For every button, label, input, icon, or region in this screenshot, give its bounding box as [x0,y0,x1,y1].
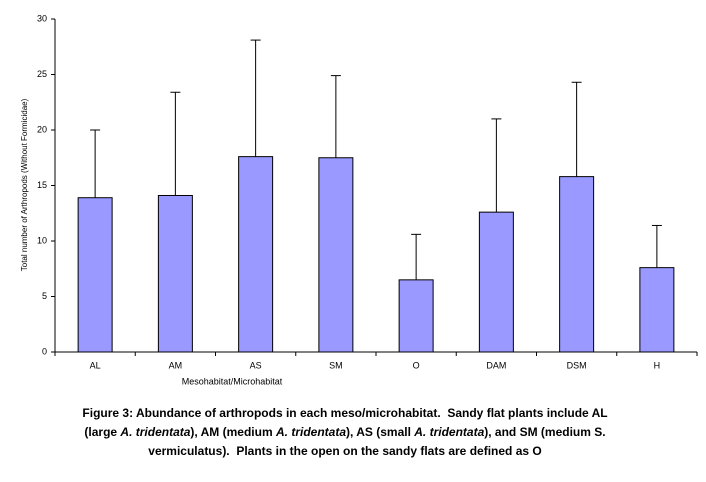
bar [77,197,113,353]
bar [238,156,274,353]
x-tick-label: AM [169,360,183,370]
error-bar [411,233,422,280]
y-tick-label: 15 [37,180,47,190]
error-bar [491,118,502,213]
caption-line: vermiculatus). Plants in the open on the… [0,442,690,461]
x-tick-label: AS [250,360,262,370]
bar [478,211,514,353]
caption-line: (large A. tridentata), AM (medium A. tri… [0,423,690,442]
bar [318,157,354,353]
caption-text: Figure 3: Abundance of arthropods in eac… [82,406,608,420]
y-tick-label: 0 [42,346,47,356]
caption-text: ), and SM (medium S. [484,425,606,439]
caption-text: A. tridentata [275,425,346,439]
y-tick-label: 25 [37,69,47,79]
bar [157,194,193,353]
caption-text: A. tridentata [120,425,191,439]
bar [639,267,675,353]
caption-text: vermiculatus). Plants in the open on the… [148,444,542,458]
y-axis-label: Total number of Arthropods (Without Form… [20,98,29,271]
x-tick-label: DAM [486,360,506,370]
error-bar [651,224,662,268]
x-tick-label: AL [90,360,101,370]
y-tick-label: 30 [37,13,47,23]
y-tick-label: 20 [37,124,47,134]
error-bar [330,75,341,158]
x-tick-label: O [413,360,420,370]
error-bar [90,129,101,198]
caption-text: ), AS (small [346,425,415,439]
chart: Mesohabitat/Microhabitat Total number of… [20,13,698,386]
error-bar [170,91,181,196]
bar [398,279,434,353]
caption-line: Figure 3: Abundance of arthropods in eac… [0,404,690,423]
caption-text: (large [84,425,121,439]
caption-text: A. tridentata [414,425,485,439]
error-bar [250,39,261,157]
x-axis-label: Mesohabitat/Microhabitat [182,376,283,386]
bar [559,176,595,353]
x-tick-label: H [654,360,661,370]
caption: Figure 3: Abundance of arthropods in eac… [0,404,690,461]
caption-text: ), AM (medium [190,425,276,439]
y-tick-label: 10 [37,235,47,245]
x-tick-label: DSM [567,360,587,370]
x-tick-label: SM [329,360,343,370]
y-tick-label: 5 [42,291,47,301]
error-bar [571,81,582,177]
